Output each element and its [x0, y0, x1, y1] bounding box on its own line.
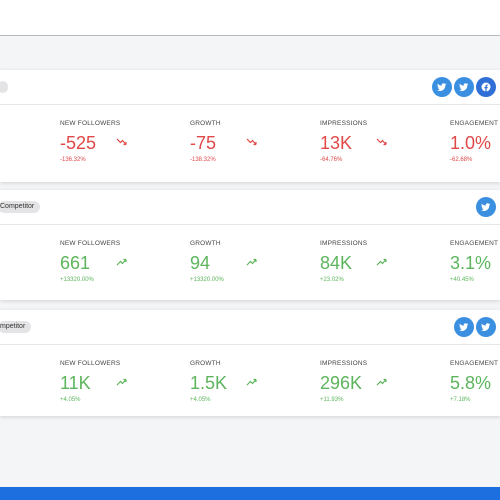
metric-label: ENGAGEMENT R	[450, 360, 500, 367]
trend-icon	[116, 134, 128, 152]
top-bar	[0, 0, 500, 36]
metric: ENGAGEMENT R 5.8% +7.18%	[450, 360, 500, 403]
metric-label: NEW FOLLOWERS	[60, 360, 121, 367]
metric: IMPRESSIONS 84K +23.02%	[320, 240, 445, 283]
metric-card: NEW FOLLOWERS -525 -136.32% GROWTH -75 -138.3…	[0, 70, 500, 182]
metric-value: 11K	[60, 373, 91, 393]
metric-label: GROWTH	[190, 360, 221, 367]
metric-change: -136.32%	[60, 157, 86, 163]
metric-change: +4.05%	[190, 397, 211, 403]
metric-change: +13320.00%	[60, 277, 94, 283]
metric: GROWTH 94 +13320.00%	[190, 240, 315, 283]
social-icon[interactable]	[476, 197, 496, 217]
social-icon[interactable]	[454, 77, 474, 97]
social-icon[interactable]	[476, 77, 496, 97]
metric-change: +11.93%	[320, 397, 344, 403]
metric-change: -138.32%	[190, 157, 216, 163]
metric-label: IMPRESSIONS	[320, 120, 368, 127]
metric-value: -75	[190, 133, 217, 153]
trend-icon	[116, 254, 128, 272]
trend-icon	[376, 134, 388, 152]
trend-icon	[116, 374, 128, 392]
metric-value: 94	[190, 253, 211, 273]
metric-value: -525	[60, 133, 97, 153]
social-icon[interactable]	[454, 317, 474, 337]
account-tag: mpetitor	[0, 321, 32, 333]
metric: GROWTH 1.5K +4.05%	[190, 360, 315, 403]
metric-value: 661	[60, 253, 91, 273]
metric-value: 1.5K	[190, 373, 228, 393]
metric-value: 13K	[320, 133, 353, 153]
trend-icon	[246, 134, 258, 152]
trend-icon	[376, 254, 388, 272]
metric-value: 1.0%	[450, 133, 492, 153]
metric-change: +13320.00%	[190, 277, 224, 283]
metric-value: 296K	[320, 373, 363, 393]
metric-change: -64.76%	[320, 157, 343, 163]
metric-value: 3.1%	[450, 253, 492, 273]
metric-value: 5.8%	[450, 373, 492, 393]
metric-change: +40.45%	[450, 277, 474, 283]
metric: ENGAGEMENT R 1.0% -62.68%	[450, 120, 500, 163]
metric-label: ENGAGEMENT R	[450, 120, 500, 127]
card-header: mpetitor	[0, 310, 500, 345]
metric-label: NEW FOLLOWERS	[60, 120, 121, 127]
metric-change: +7.18%	[450, 397, 471, 403]
metric-change: +23.02%	[320, 277, 344, 283]
metric-change: -62.68%	[450, 157, 473, 163]
card-header	[0, 70, 500, 105]
metric: IMPRESSIONS 13K -64.76%	[320, 120, 445, 163]
metric: IMPRESSIONS 296K +11.93%	[320, 360, 445, 403]
metric-card: mpetitor NEW FOLLOWERS 11K +4.05% GROWTH 1.5K…	[0, 310, 500, 416]
trend-icon	[246, 374, 258, 392]
metric-change: +4.05%	[60, 397, 81, 403]
metric-label: GROWTH	[190, 120, 221, 127]
social-icon[interactable]	[476, 317, 496, 337]
metric: NEW FOLLOWERS 11K +4.05%	[60, 360, 185, 403]
trend-icon	[376, 374, 388, 392]
metric: GROWTH -75 -138.32%	[190, 120, 315, 163]
trend-icon	[246, 254, 258, 272]
metric-value: 84K	[320, 253, 353, 273]
social-icon[interactable]	[432, 77, 452, 97]
metric-card: Competitor NEW FOLLOWERS 661 +13320.00% GROW…	[0, 190, 500, 300]
metric-label: IMPRESSIONS	[320, 240, 368, 247]
metric-label: NEW FOLLOWERS	[60, 240, 121, 247]
metric-label: IMPRESSIONS	[320, 360, 368, 367]
metric: NEW FOLLOWERS -525 -136.32%	[60, 120, 185, 163]
bottom-bar	[0, 487, 500, 500]
account-tag	[0, 81, 8, 93]
account-tag: Competitor	[0, 201, 41, 213]
card-header: Competitor	[0, 190, 500, 225]
metric: ENGAGEMENT R 3.1% +40.45%	[450, 240, 500, 283]
metric-label: GROWTH	[190, 240, 221, 247]
metric: NEW FOLLOWERS 661 +13320.00%	[60, 240, 185, 283]
metric-label: ENGAGEMENT R	[450, 240, 500, 247]
